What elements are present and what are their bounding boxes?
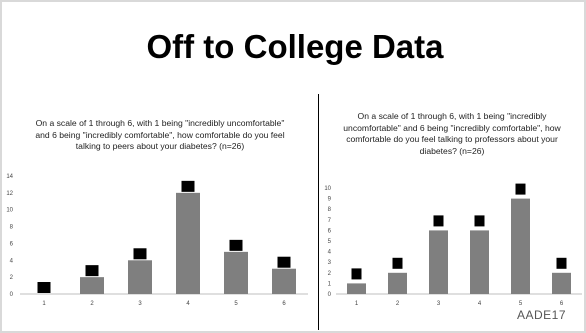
slide-title: Off to College Data	[146, 28, 444, 65]
professors-chart-x-tick-label: 5	[519, 301, 523, 307]
professors-chart-value-marker	[515, 183, 526, 195]
peers-chart-x-tick-label: 1	[42, 301, 46, 307]
peers-chart-y-tick-label: 14	[6, 174, 13, 180]
peers-chart-x-tick-label: 2	[90, 301, 94, 307]
peers-chart-value-marker	[85, 265, 99, 277]
peers-chart-y-tick-label: 2	[10, 275, 14, 281]
peers-chart-y-tick-label: 6	[10, 241, 14, 247]
peers-chart-x-tick-label: 5	[234, 301, 238, 307]
peers-chart-y-tick-label: 0	[10, 292, 14, 298]
peers-chart-bar	[272, 268, 296, 294]
professors-chart-y-tick-label: 9	[328, 197, 332, 203]
professors-chart-y-tick-label: 10	[324, 186, 331, 192]
professors-chart-value-marker	[474, 215, 485, 227]
chart-professors: 0 1 2 3 4 5 6 7 8 9 10 1 2 3 4 5 6	[324, 183, 582, 307]
professors-chart-y-tick-label: 4	[328, 250, 332, 256]
divider-line	[318, 94, 319, 330]
professors-chart-x-tick-label: 3	[437, 301, 441, 307]
professors-chart-bar	[347, 283, 366, 294]
professors-chart-y-tick-label: 7	[328, 218, 332, 224]
peers-chart-value-marker	[37, 282, 51, 293]
professors-chart-value-marker	[433, 215, 444, 227]
chart-title-professors: On a scale of 1 through 6, with 1 being …	[343, 111, 561, 156]
professors-chart-value-marker	[351, 268, 362, 280]
professors-chart-y-tick-label: 5	[328, 239, 332, 245]
peers-chart-y-tick-label: 12	[6, 191, 13, 197]
professors-chart-y-tick-label: 1	[328, 281, 332, 287]
professors-chart-bar	[470, 230, 489, 294]
professors-chart-x-tick-label: 2	[396, 301, 400, 307]
peers-chart-x-tick-label: 3	[138, 301, 142, 307]
professors-chart-y-tick-label: 6	[328, 228, 332, 234]
peers-chart-bar	[128, 260, 152, 294]
peers-chart-x-tick-label: 6	[282, 301, 286, 307]
peers-chart-value-marker	[181, 180, 195, 192]
professors-chart-x-tick-label: 1	[355, 301, 359, 307]
aade17-logo: AADE17	[516, 308, 566, 322]
professors-chart-bar	[511, 198, 530, 294]
peers-chart-y-tick-label: 4	[10, 258, 14, 264]
chart-title-peers: On a scale of 1 through 6, with 1 being …	[35, 118, 285, 151]
peers-chart-value-marker	[133, 248, 147, 260]
peers-chart-value-marker	[277, 256, 291, 268]
professors-chart-value-marker	[556, 257, 567, 269]
professors-chart-y-tick-label: 0	[328, 292, 332, 298]
professors-chart-y-tick-label: 3	[328, 260, 332, 266]
professors-chart-y-tick-label: 2	[328, 271, 332, 277]
professors-chart-bar	[388, 272, 407, 294]
peers-chart-y-tick-label: 8	[10, 225, 14, 231]
professors-chart-x-tick-label: 4	[478, 301, 482, 307]
peers-chart-bar	[224, 251, 248, 294]
peers-chart-value-marker	[229, 239, 243, 251]
peers-chart-bar	[176, 192, 200, 294]
professors-chart-bar	[429, 230, 448, 294]
peers-chart-x-tick-label: 4	[186, 301, 190, 307]
professors-chart-y-tick-label: 8	[328, 207, 332, 213]
professors-chart-bar	[552, 272, 571, 294]
professors-chart-x-tick-label: 6	[560, 301, 564, 307]
peers-chart-bar	[80, 277, 104, 294]
professors-chart-value-marker	[392, 257, 403, 269]
peers-chart-y-tick-label: 10	[6, 208, 13, 214]
